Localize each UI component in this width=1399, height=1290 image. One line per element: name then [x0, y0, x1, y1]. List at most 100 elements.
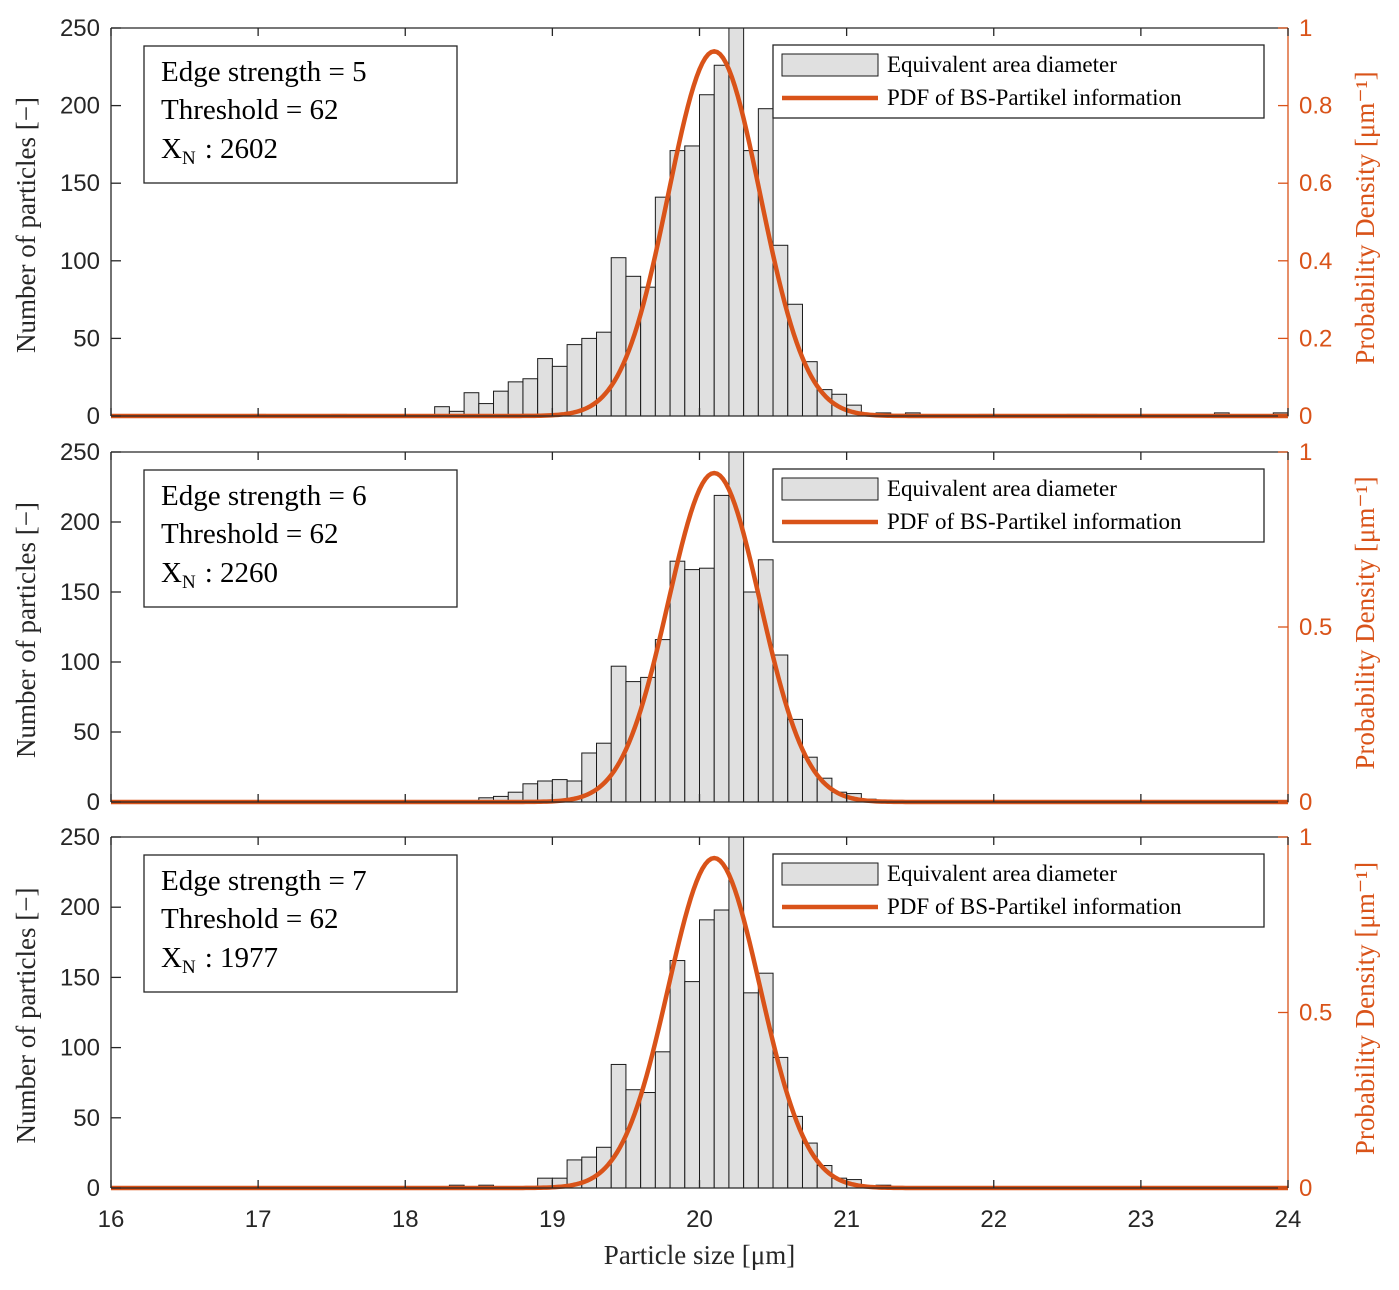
y2-tick-label: 0 [1299, 403, 1312, 430]
y2-tick-label: 1 [1299, 15, 1312, 42]
legend: Equivalent area diameter PDF of BS-Partik… [772, 853, 1265, 928]
y-tick-label: 100 [60, 248, 100, 275]
histogram-bar [522, 783, 539, 803]
x-tick-label: 19 [539, 1206, 566, 1233]
legend-bar-swatch [781, 53, 879, 77]
y-tick-label: 150 [60, 170, 100, 197]
count-subscript: N [182, 572, 196, 593]
x-tick-label: 16 [98, 1206, 125, 1233]
histogram-bar [684, 981, 700, 1189]
count-symbol: X [161, 942, 182, 974]
histogram-bar [654, 1051, 671, 1189]
y2-tick-label: 1 [1299, 439, 1312, 466]
annotation-frame [143, 854, 458, 993]
panel-2: 0 50 100 150 200 250 0 0.5 1 Number of particles … [11, 439, 1380, 816]
histogram-bar [669, 960, 686, 1189]
histogram-bar [640, 1092, 656, 1189]
y-tick-label: 50 [73, 719, 100, 746]
y2-tick-label: 0.5 [1299, 1000, 1332, 1027]
histogram-bar [522, 378, 539, 417]
x-tick-label: 20 [686, 1206, 713, 1233]
legend-bar-label: Equivalent area diameter [887, 52, 1117, 77]
histogram-bar [610, 257, 627, 417]
y2-axis-label: Probability Density [μm⁻¹] [1350, 862, 1380, 1155]
y2-tick-label: 0 [1299, 789, 1312, 816]
y2-axis-label: Probability Density [μm⁻¹] [1350, 476, 1380, 769]
panel-3: 0 50 100 150 200 250 0 0.5 1 Number of particles … [11, 824, 1380, 1202]
count-symbol: X [161, 133, 182, 165]
y2-tick-label: 0.2 [1299, 325, 1332, 352]
histogram-bar [566, 344, 583, 417]
legend-pdf-label: PDF of BS-Partikel information [887, 509, 1182, 534]
x-tick-label: 24 [1275, 1206, 1302, 1233]
legend: Equivalent area diameter PDF of BS-Partik… [772, 44, 1265, 119]
histogram-bar [537, 780, 553, 803]
y-axis-label: Number of particles [−] [11, 97, 41, 353]
edge-strength-text: Edge strength = 6 [161, 480, 367, 512]
histogram-bar [743, 150, 759, 417]
legend-bar-swatch [781, 862, 879, 886]
legend-pdf-label: PDF of BS-Partikel information [887, 85, 1182, 110]
histogram-bar [743, 591, 759, 803]
y-tick-label: 0 [87, 1175, 100, 1202]
particle-count-text: XN : 2260 [161, 557, 278, 593]
x-tick-label: 23 [1128, 1206, 1155, 1233]
histogram-bar [669, 560, 686, 803]
annotation-box: Edge strength = 5 Threshold = 62 XN: 2602 [143, 45, 458, 184]
y-tick-label: 250 [60, 824, 100, 851]
annotation-frame [143, 469, 458, 608]
y-tick-label: 100 [60, 649, 100, 676]
particle-count-text: XN: 2602 [161, 133, 278, 169]
histogram-bar [596, 742, 612, 803]
panel-1: 0 50 100 150 200 250 0 0.2 0.4 0.6 0.8 1 Number of p… [11, 15, 1380, 430]
count-symbol: X [161, 557, 182, 589]
histogram-bar [757, 108, 774, 417]
x-axis-labels: 16 17 18 19 20 21 22 23 24 Particle size [μm] [98, 1206, 1302, 1270]
x-tick-label: 17 [245, 1206, 272, 1233]
histogram-bar [713, 494, 730, 803]
count-value: : 2260 [205, 557, 278, 589]
legend-pdf-label: PDF of BS-Partikel information [887, 894, 1182, 919]
histogram-bar [743, 992, 759, 1189]
histogram-bar [610, 665, 627, 803]
x-axis-label: Particle size [μm] [604, 1240, 795, 1270]
threshold-text: Threshold = 62 [161, 518, 338, 550]
count-subscript: N [182, 957, 196, 978]
y-tick-label: 50 [73, 325, 100, 352]
histogram-bar [699, 919, 715, 1189]
histogram-bar [493, 390, 509, 417]
y-tick-label: 50 [73, 1105, 100, 1132]
y2-tick-label: 0.6 [1299, 170, 1332, 197]
edge-strength-text: Edge strength = 5 [161, 56, 367, 88]
y-tick-label: 250 [60, 15, 100, 42]
histogram-bar [654, 639, 671, 803]
y-tick-label: 100 [60, 1035, 100, 1062]
threshold-text: Threshold = 62 [161, 903, 338, 935]
y-axis-label: Number of particles [−] [11, 888, 41, 1144]
count-value: : 1977 [205, 942, 278, 974]
annotation-frame [143, 45, 458, 184]
histogram-bar [713, 909, 730, 1189]
histogram-bar [610, 1063, 627, 1189]
y-tick-label: 0 [87, 789, 100, 816]
histogram-bars [434, 451, 1289, 803]
histogram-bar [699, 567, 715, 803]
y-tick-label: 200 [60, 93, 100, 120]
legend-bar-label: Equivalent area diameter [887, 476, 1117, 501]
annotation-box: Edge strength = 6 Threshold = 62 XN : 2260 [143, 469, 458, 608]
histogram-bar [713, 64, 730, 417]
y2-tick-label: 1 [1299, 824, 1312, 851]
count-subscript: N [182, 148, 196, 169]
histogram-bar [684, 145, 700, 417]
threshold-text: Threshold = 62 [161, 94, 338, 126]
x-tick-label: 18 [392, 1206, 419, 1233]
histogram-bar [537, 358, 553, 417]
legend: Equivalent area diameter PDF of BS-Partik… [772, 468, 1265, 543]
histogram-bar [669, 150, 686, 417]
y2-tick-label: 0.4 [1299, 248, 1332, 275]
y2-tick-label: 0.5 [1299, 614, 1332, 641]
histogram-bar [463, 392, 480, 417]
annotation-box: Edge strength = 7 Threshold = 62 XN: 1977 [143, 854, 458, 993]
legend-bar-label: Equivalent area diameter [887, 861, 1117, 886]
